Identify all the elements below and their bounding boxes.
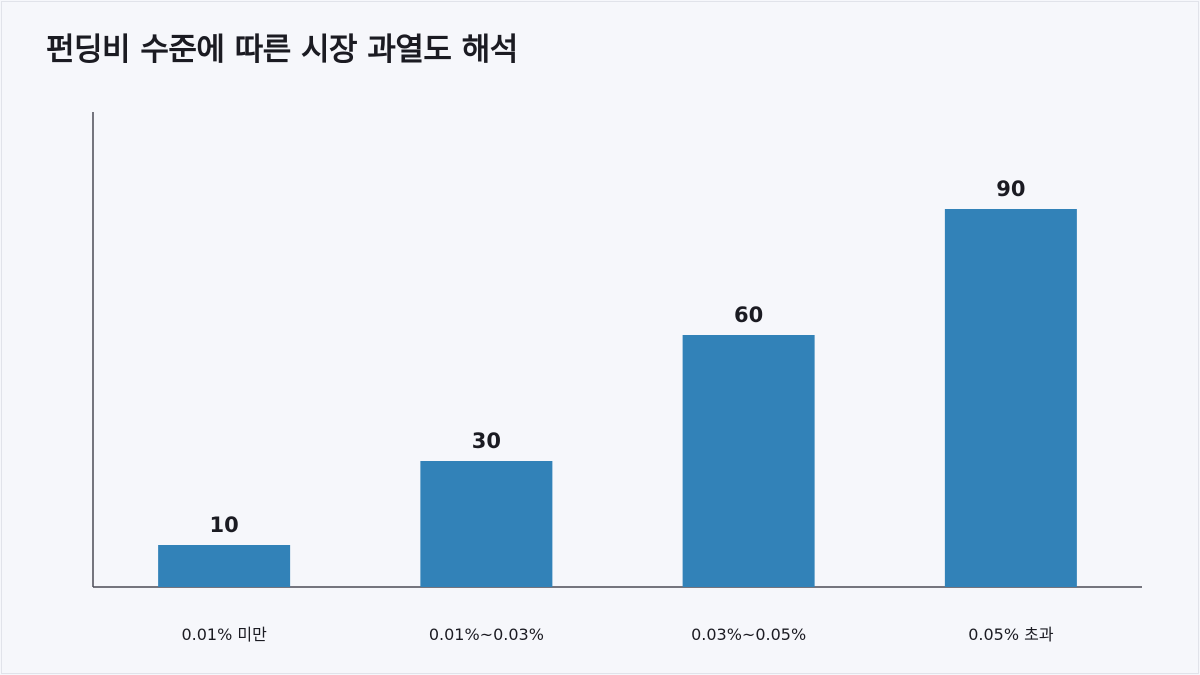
bar-value-label-1: 10 [210, 513, 239, 537]
x-tick-label-3: 0.03%~0.05% [691, 625, 806, 644]
x-tick-label-1: 0.01% 미만 [181, 625, 267, 644]
bar-value-label-2: 30 [472, 429, 501, 453]
bar-1 [158, 545, 291, 587]
bar-4 [944, 209, 1077, 587]
bar-2 [420, 461, 553, 587]
chart-title: 펀딩비 수준에 따른 시장 과열도 해석 [46, 32, 518, 68]
x-tick-label-2: 0.01%~0.03% [429, 625, 544, 644]
x-tick-labels-group: 0.01% 미만 0.01%~0.03% 0.03%~0.05% 0.05% 초과 [181, 625, 1053, 644]
x-tick-label-4: 0.05% 초과 [968, 625, 1054, 644]
bar-value-label-3: 60 [734, 303, 763, 327]
bars-group [158, 209, 1077, 587]
value-labels-group: 10 30 60 90 [210, 177, 1026, 537]
bar-3 [682, 335, 815, 587]
bar-value-label-4: 90 [996, 177, 1025, 201]
